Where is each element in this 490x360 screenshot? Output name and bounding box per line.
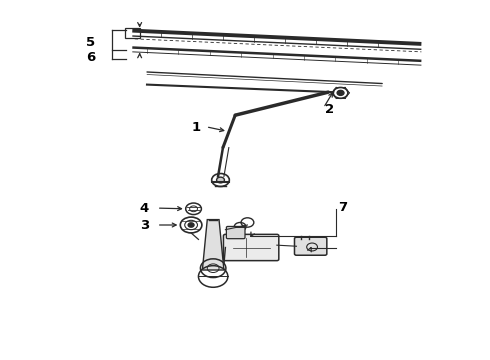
FancyBboxPatch shape: [223, 234, 279, 261]
Text: 7: 7: [339, 201, 347, 213]
Text: 1: 1: [192, 121, 200, 134]
Bar: [125, 28, 140, 38]
Text: 2: 2: [325, 103, 334, 116]
Text: 3: 3: [140, 219, 149, 231]
Polygon shape: [202, 220, 224, 270]
Text: 5: 5: [86, 36, 95, 49]
Text: 6: 6: [86, 51, 95, 64]
Circle shape: [188, 223, 194, 227]
Circle shape: [337, 90, 344, 95]
FancyBboxPatch shape: [226, 226, 245, 239]
Text: 4: 4: [140, 202, 149, 215]
Circle shape: [217, 177, 224, 183]
FancyBboxPatch shape: [294, 237, 327, 255]
